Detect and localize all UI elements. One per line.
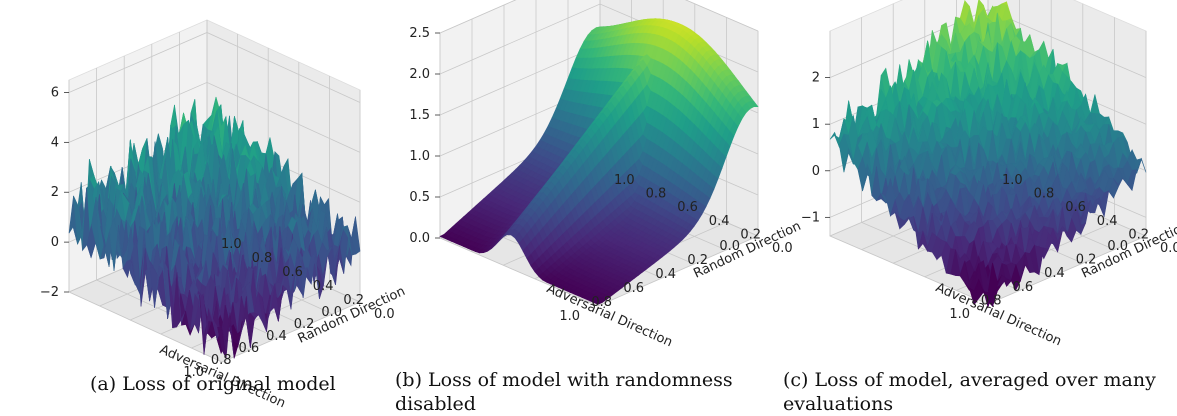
caption-a: (a) Loss of original model bbox=[90, 373, 336, 395]
y-tick-label: 0.6 bbox=[1065, 200, 1086, 215]
grid-line bbox=[829, 9, 1147, 78]
z-tick-label: 2 bbox=[812, 71, 820, 86]
surface-plot-a: −202460.00.20.40.60.81.01.00.80.60.40.20… bbox=[40, 19, 408, 411]
y-tick-label: 0.0 bbox=[374, 307, 395, 322]
y-tick-label: 0.4 bbox=[313, 279, 334, 294]
grid-line bbox=[68, 32, 361, 103]
x-tick-label: 0.0 bbox=[321, 305, 342, 320]
surface bbox=[829, 0, 1147, 309]
caption-c: (c) Loss of model, averaged over many ev… bbox=[783, 369, 1156, 415]
y-tick-label: 1.0 bbox=[614, 173, 635, 188]
y-tick-label: 1.0 bbox=[1002, 173, 1023, 188]
y-tick-label: 0.4 bbox=[709, 214, 730, 229]
y-tick-label: 0.8 bbox=[1034, 187, 1055, 202]
chart-panel-a: −2 0 2 4 6 0.0 0.2 0.4 0.6 0.8 1.0 1.0 0.8 0.6 0.4 0.2 0… bbox=[0, 0, 408, 414]
x-tick-label: 0.2 bbox=[1076, 253, 1097, 268]
x-tick-label: 0.4 bbox=[655, 267, 676, 282]
y-tick-label: 1.0 bbox=[221, 237, 242, 252]
x-tick-label: 1.0 bbox=[559, 309, 580, 324]
z-tick-label: 0.5 bbox=[409, 190, 430, 205]
surface-patch bbox=[217, 326, 227, 359]
z-tick-label: 0 bbox=[812, 164, 820, 179]
y-tick-label: 0.8 bbox=[646, 187, 667, 202]
surface-plot-c: −10120.00.20.40.60.81.01.00.80.60.40.20.… bbox=[801, 0, 1177, 349]
grid-line bbox=[221, 301, 361, 363]
grid-line bbox=[439, 0, 759, 34]
y-tick-label: 0.2 bbox=[343, 293, 364, 308]
x-tick-label: 0.2 bbox=[687, 253, 708, 268]
x-tick-label: 0.6 bbox=[623, 281, 644, 296]
z-tick-label: 2 bbox=[51, 185, 59, 200]
surface bbox=[68, 96, 361, 359]
y-tick-label: 0.0 bbox=[1160, 241, 1177, 256]
z-tick-label: −1 bbox=[801, 210, 820, 225]
y-tick-label: 0.2 bbox=[740, 227, 761, 242]
grid-line bbox=[829, 235, 989, 305]
y-tick-label: 0.4 bbox=[1097, 214, 1118, 229]
y-tick-label: 0.8 bbox=[252, 251, 273, 266]
x-tick-label: 1.0 bbox=[183, 365, 204, 380]
z-tick-label: 0 bbox=[51, 235, 59, 250]
x-tick-label: 0.0 bbox=[1107, 239, 1128, 254]
x-tick-label: 0.0 bbox=[719, 239, 740, 254]
x-tick-label: 0.8 bbox=[981, 293, 1002, 308]
grid-line bbox=[68, 291, 223, 363]
x-tick-label: 0.8 bbox=[211, 353, 232, 368]
caption-b: (b) Loss of model with randomness disabl… bbox=[395, 369, 733, 415]
y-tick-label: 0.0 bbox=[772, 241, 793, 256]
z-tick-label: 2.0 bbox=[409, 67, 430, 82]
z-tick-label: 1.5 bbox=[409, 108, 430, 123]
x-tick-label: 0.4 bbox=[266, 329, 287, 344]
grid-line bbox=[68, 81, 361, 153]
chart-panel-c: −1 0 1 2 0.0 0.2 0.4 0.6 0.8 1.0 1.0 0.8 0.6 0.4 0.2 0.… bbox=[775, 0, 1177, 415]
z-tick-label: −2 bbox=[40, 285, 59, 300]
surface bbox=[439, 18, 759, 305]
x-tick-label: 0.6 bbox=[1013, 280, 1034, 295]
x-tick-label: 1.0 bbox=[949, 307, 970, 322]
x-tick-label: 0.2 bbox=[294, 317, 315, 332]
z-tick-label: 0.0 bbox=[409, 231, 430, 246]
chart-panel-b: 0.0 0.5 1.0 1.5 2.0 2.5 0.0 0.2 0.4 0.6 0.8 1.0 1.0 0… bbox=[380, 0, 803, 415]
x-tick-label: 0.8 bbox=[591, 295, 612, 310]
z-tick-label: 6 bbox=[51, 85, 59, 100]
grid-line bbox=[987, 235, 1147, 305]
z-tick-label: 4 bbox=[51, 135, 59, 150]
grid-line bbox=[439, 237, 599, 307]
surface-plot-b: 0.00.51.01.52.02.50.00.20.40.60.81.01.00… bbox=[409, 0, 803, 350]
surface-patch bbox=[593, 300, 603, 305]
surface-patch bbox=[983, 289, 993, 309]
x-tick-label: 0.4 bbox=[1044, 266, 1065, 281]
z-tick-label: 1.0 bbox=[409, 149, 430, 164]
z-tick-label: 2.5 bbox=[409, 26, 430, 41]
z-tick-label: 1 bbox=[812, 117, 820, 132]
y-tick-label: 0.6 bbox=[282, 265, 303, 280]
y-tick-label: 0.6 bbox=[677, 200, 698, 215]
y-tick-label: 0.2 bbox=[1128, 227, 1149, 242]
x-tick-label: 0.6 bbox=[239, 341, 260, 356]
grid-line bbox=[597, 235, 759, 307]
